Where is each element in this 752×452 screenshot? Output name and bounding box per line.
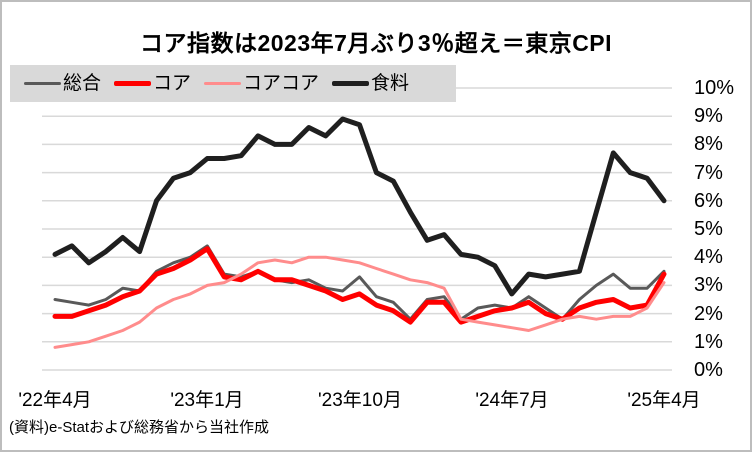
- legend-item-sogo: 総合: [24, 74, 101, 93]
- chart-title: コア指数は2023年7月ぶり3％超え＝東京CPI: [139, 30, 613, 56]
- x-axis-label: '23年10月: [318, 390, 402, 411]
- source-note: (資料)e-Statおよび総務省から当社作成: [9, 419, 270, 436]
- y-axis-label: 3%: [694, 274, 723, 297]
- legend-line-sample-core: [114, 81, 152, 86]
- y-axis-label: 7%: [694, 161, 723, 184]
- legend-line-sample-corecore: [204, 82, 242, 85]
- y-axis-label: 1%: [694, 330, 723, 353]
- x-axis-label: '25年4月: [627, 390, 701, 411]
- y-axis-label: 10%: [694, 77, 735, 99]
- y-axis-label: 6%: [694, 189, 723, 212]
- x-axis-label: '22年4月: [18, 390, 92, 411]
- legend-label-corecore: コアコア: [243, 73, 320, 94]
- y-axis-label: 2%: [694, 302, 723, 325]
- legend-label-food: 食料: [371, 73, 410, 94]
- legend-label-sogo: 総合: [63, 73, 102, 94]
- legend-item-food: 食料: [332, 74, 409, 93]
- legend-line-sample-sogo: [24, 82, 61, 85]
- y-axis-label: 5%: [694, 218, 723, 240]
- legend-line-sample-food: [332, 81, 370, 86]
- series-line-food: [52, 116, 667, 297]
- x-axis-label: '23年1月: [170, 390, 244, 411]
- legend-label-core: コア: [153, 73, 192, 94]
- chart-legend: 総合 コア コアコア 食料: [10, 65, 456, 102]
- y-axis-label: 4%: [694, 246, 723, 269]
- y-axis-label: 9%: [694, 105, 723, 128]
- legend-item-core: コア: [114, 74, 191, 93]
- y-axis-label: 0%: [694, 359, 723, 381]
- x-axis-label: '24年7月: [475, 390, 549, 411]
- legend-item-corecore: コアコア: [204, 74, 319, 93]
- series-line-corecore: [53, 255, 666, 349]
- y-axis-label: 8%: [694, 133, 723, 156]
